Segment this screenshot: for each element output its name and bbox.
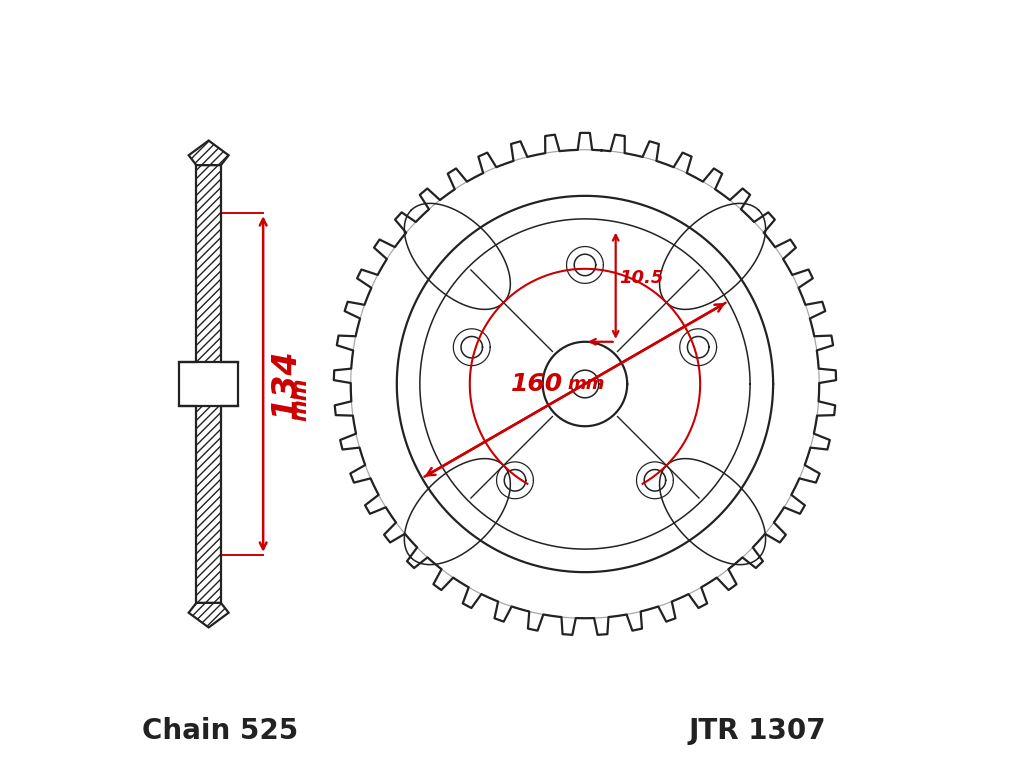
Text: mm: mm [567,375,605,392]
Text: JTR 1307: JTR 1307 [689,717,826,745]
Text: 134: 134 [269,349,302,419]
Bar [179,362,238,406]
Text: Chain 525: Chain 525 [142,717,298,745]
Bar [197,165,221,603]
Text: 10.5: 10.5 [620,269,664,287]
Polygon shape [188,603,228,627]
Text: mm: mm [290,378,310,421]
Polygon shape [188,141,228,165]
Text: 160: 160 [511,372,563,396]
